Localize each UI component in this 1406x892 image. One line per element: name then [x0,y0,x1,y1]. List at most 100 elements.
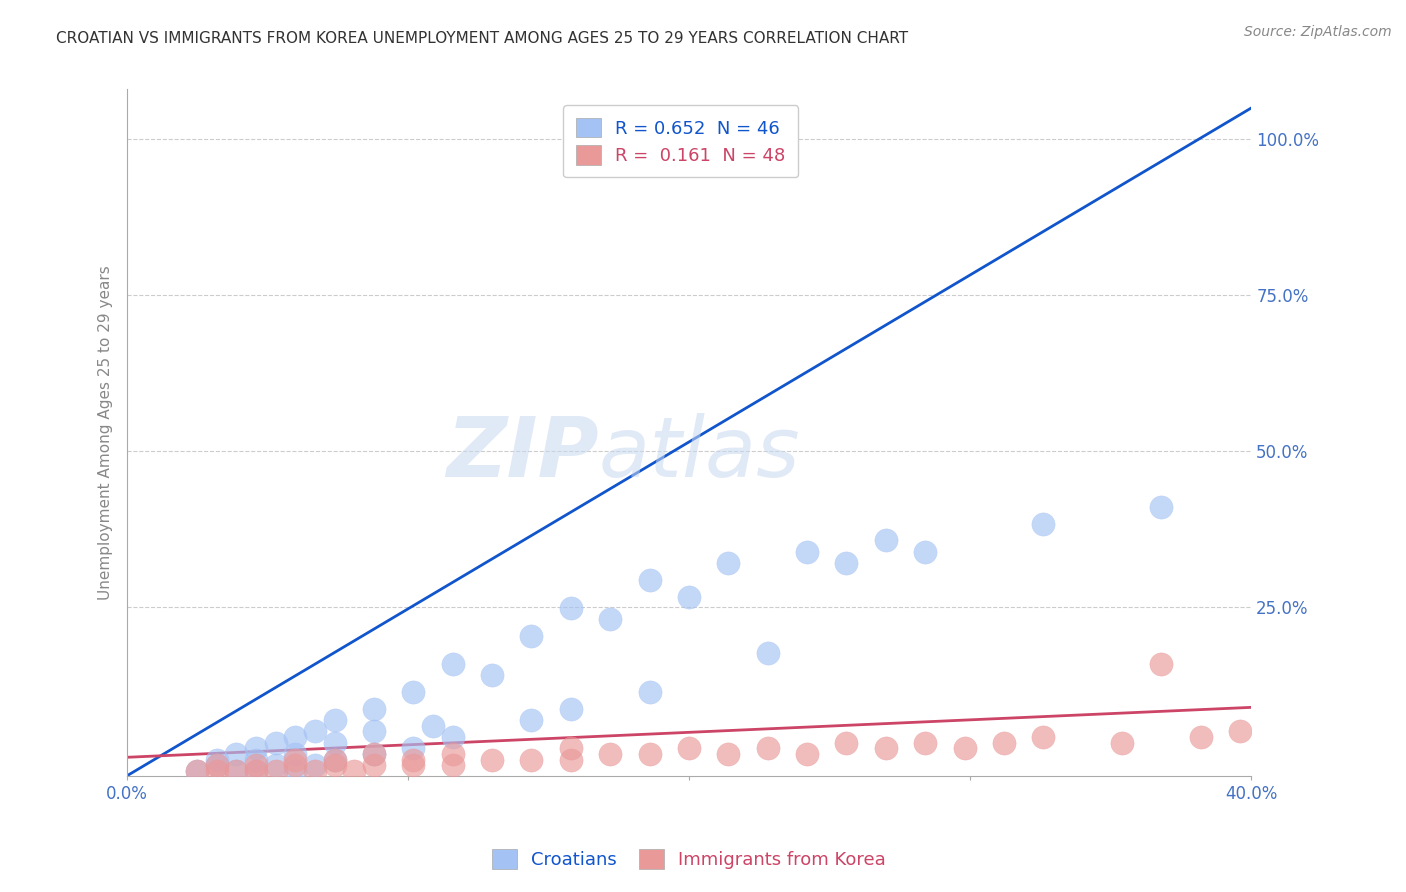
Point [340,738,363,752]
Point [1128,132,1150,146]
Point [1240,681,1263,696]
Point [228,694,250,708]
Point [228,738,250,752]
Point [509,519,531,533]
Legend: Croatians, Immigrants from Korea: Croatians, Immigrants from Korea [479,837,898,882]
Point [987,725,1010,739]
Point [228,744,250,758]
Text: atlas: atlas [599,413,800,494]
Point [565,507,588,521]
Point [200,744,222,758]
Point [143,738,166,752]
Point [396,681,419,696]
Point [565,731,588,746]
Point [678,725,700,739]
Point [818,632,841,646]
Point [312,713,335,727]
Point [734,713,756,727]
Point [1099,719,1122,733]
Point [172,750,194,764]
Text: ZIP: ZIP [446,413,599,494]
Point [368,738,391,752]
Point [228,719,250,733]
Point [129,750,152,764]
Point [481,725,503,739]
Point [903,700,925,714]
Point [200,713,222,727]
Point [1043,713,1066,727]
Point [340,644,363,658]
Point [157,750,180,764]
Point [172,744,194,758]
Point [129,750,152,764]
Text: CROATIAN VS IMMIGRANTS FROM KOREA UNEMPLOYMENT AMONG AGES 25 TO 29 YEARS CORRELA: CROATIAN VS IMMIGRANTS FROM KOREA UNEMPL… [56,31,908,46]
Point [453,538,475,552]
Point [875,706,897,721]
Point [143,750,166,764]
Point [200,750,222,764]
Point [621,494,644,508]
Point [214,750,236,764]
Point [650,719,672,733]
Point [228,738,250,752]
Point [1015,706,1038,721]
Point [818,457,841,471]
Point [396,725,419,739]
Point [186,744,208,758]
Point [790,719,813,733]
Point [368,694,391,708]
Point [214,744,236,758]
Point [143,744,166,758]
Point [284,725,307,739]
Point [903,444,925,458]
Point [959,713,981,727]
Point [284,663,307,677]
Point [509,731,531,746]
Point [157,731,180,746]
Point [593,719,616,733]
Point [846,713,869,727]
Point [186,719,208,733]
Point [1184,663,1206,677]
Point [453,731,475,746]
Point [593,519,616,533]
Point [284,738,307,752]
Point [157,750,180,764]
Point [650,507,672,521]
Text: Source: ZipAtlas.com: Source: ZipAtlas.com [1244,25,1392,39]
Point [172,738,194,752]
Point [396,569,419,583]
Point [621,725,644,739]
Point [186,750,208,764]
Point [256,744,278,758]
Point [706,719,728,733]
Point [298,700,321,714]
Point [312,744,335,758]
Point [481,557,503,571]
Point [256,681,278,696]
Point [143,744,166,758]
Point [172,725,194,739]
Point [734,475,756,490]
Point [368,600,391,615]
Point [312,632,335,646]
Y-axis label: Unemployment Among Ages 25 to 29 years: Unemployment Among Ages 25 to 29 years [97,265,112,600]
Point [200,731,222,746]
Point [256,706,278,721]
Point [214,706,236,721]
Point [396,738,419,752]
Point [256,731,278,746]
Point [425,582,447,596]
Point [537,725,560,739]
Point [242,750,264,764]
Point [425,731,447,746]
Point [256,731,278,746]
Point [312,731,335,746]
Point [172,750,194,764]
Point [284,744,307,758]
Point [453,663,475,677]
Point [200,738,222,752]
Point [1156,725,1178,739]
Point [537,619,560,633]
Point [959,432,981,446]
